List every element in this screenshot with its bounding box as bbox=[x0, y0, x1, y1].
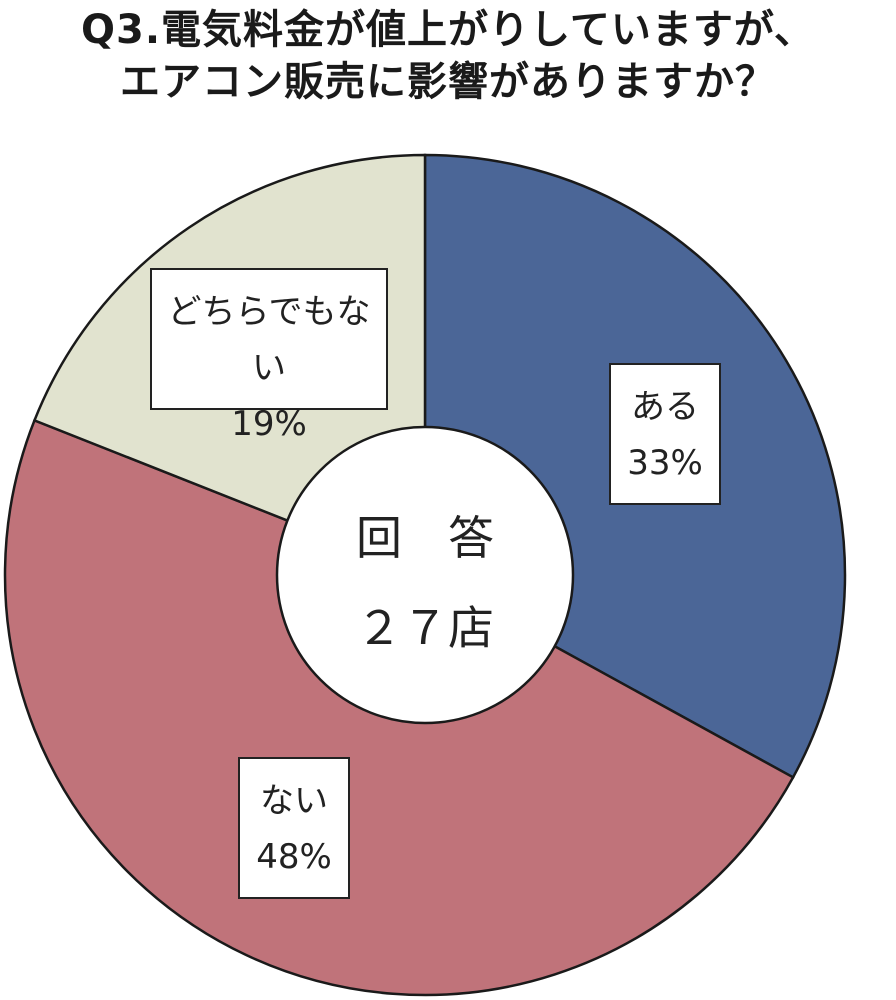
slice-label-nai-name: ない bbox=[260, 781, 328, 821]
slice-label-dochiramo: どちらでもない 19% bbox=[150, 268, 388, 444]
slice-label-dochiramo-value: 19% bbox=[231, 404, 307, 444]
center-line-1: 回 答 bbox=[356, 511, 494, 565]
chart-title-line-2: エアコン販売に影響がありますか？ bbox=[120, 59, 776, 105]
slice-label-nai-value: 48% bbox=[256, 837, 332, 877]
slice-label-aru: ある 33% bbox=[609, 363, 721, 505]
slice-label-aru-value: 33% bbox=[627, 443, 703, 483]
center-line-2: ２７店 bbox=[356, 601, 494, 655]
slice-label-nai: ない 48% bbox=[238, 757, 350, 899]
chart-title: Q3.電気料金が値上がりしていますが、 エアコン販売に影響がありますか？ bbox=[0, 4, 896, 108]
chart-title-line-1: Q3.電気料金が値上がりしていますが、 bbox=[80, 7, 816, 53]
slice-label-dochiramo-name: どちらでもない bbox=[167, 292, 371, 388]
slice-label-aru-name: ある bbox=[631, 387, 699, 427]
donut-hole bbox=[275, 425, 575, 725]
